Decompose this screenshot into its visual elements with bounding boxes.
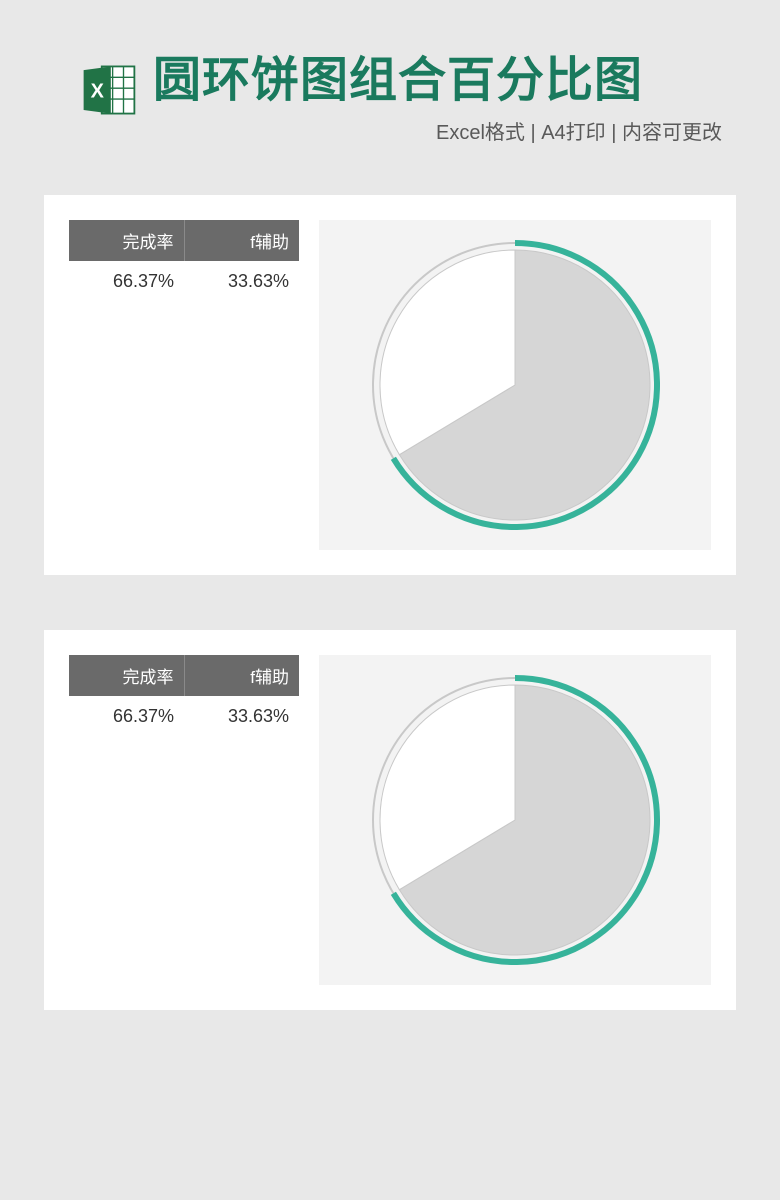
col-header-completion: 完成率 [69,655,184,696]
donut-pie-chart-1 [365,235,665,535]
table-row: 66.37% 33.63% [69,696,299,737]
col-header-aux: f辅助 [184,655,299,696]
data-table-1: 完成率 f辅助 66.37% 33.63% [69,220,299,550]
chart-area-2 [319,655,711,985]
excel-icon: X [80,61,138,119]
page-header: X 圆环饼图组合百分比图 Excel格式 | A4打印 | 内容可更改 [0,0,780,175]
donut-pie-chart-2 [365,670,665,970]
col-header-completion: 完成率 [69,220,184,261]
cell-aux: 33.63% [184,696,299,737]
data-table-2: 完成率 f辅助 66.37% 33.63% [69,655,299,985]
header-text-block: 圆环饼图组合百分比图 Excel格式 | A4打印 | 内容可更改 [153,55,730,145]
cell-aux: 33.63% [184,261,299,302]
page-title: 圆环饼图组合百分比图 [153,55,730,108]
cell-completion: 66.37% [69,696,184,737]
page-subtitle: Excel格式 | A4打印 | 内容可更改 [153,116,730,145]
panels-container: 完成率 f辅助 66.37% 33.63% 完成率 f辅助 66.37% [0,175,780,1010]
chart-area-1 [319,220,711,550]
chart-panel-2: 完成率 f辅助 66.37% 33.63% [44,630,736,1010]
chart-panel-1: 完成率 f辅助 66.37% 33.63% [44,195,736,575]
svg-text:X: X [91,80,105,102]
col-header-aux: f辅助 [184,220,299,261]
cell-completion: 66.37% [69,261,184,302]
table-row: 66.37% 33.63% [69,261,299,302]
